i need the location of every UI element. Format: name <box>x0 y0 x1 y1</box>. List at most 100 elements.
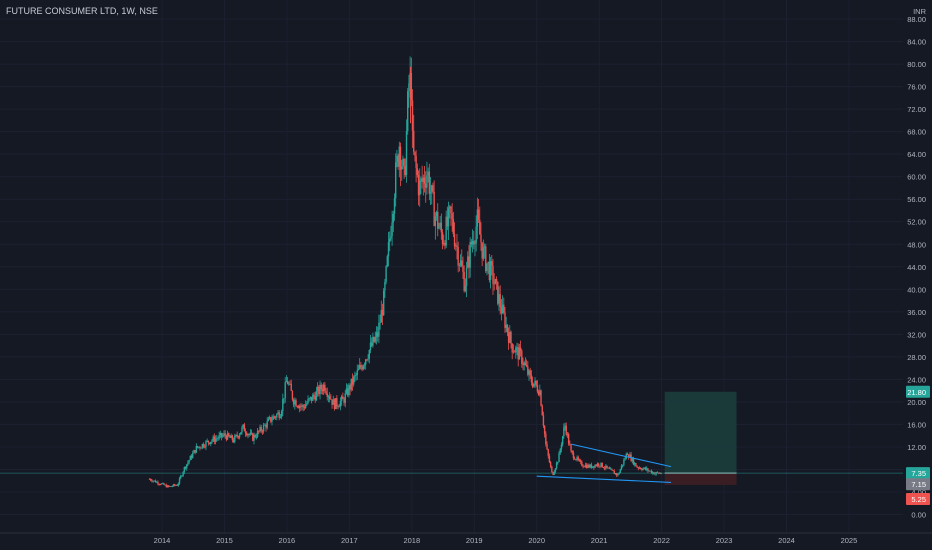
candle-body <box>282 398 284 412</box>
candle-body <box>488 261 491 281</box>
candle-body <box>228 433 230 437</box>
price-label-bg <box>906 492 930 505</box>
candle-body <box>453 233 456 247</box>
candle-body <box>516 347 518 348</box>
candle-body <box>483 246 486 248</box>
candle-body <box>361 367 363 370</box>
candle-body <box>175 485 177 487</box>
trendline-group[interactable] <box>536 443 672 483</box>
candle-body <box>154 480 157 483</box>
candle-body <box>278 412 280 418</box>
candle-body <box>320 384 322 390</box>
candle-body <box>151 480 153 482</box>
candle-body <box>374 337 376 342</box>
candle-body <box>652 472 654 474</box>
candle-body <box>451 213 453 220</box>
long-position-tool[interactable] <box>664 391 737 485</box>
candle-body <box>523 362 525 365</box>
candle-body <box>546 444 548 450</box>
candle-body <box>431 185 433 192</box>
candle-body <box>272 416 274 420</box>
stop-zone <box>664 473 737 485</box>
candle-body <box>437 211 439 229</box>
candle-body <box>542 415 545 426</box>
candle-body <box>579 460 582 462</box>
candle-body <box>224 433 226 436</box>
candle-body <box>473 241 475 245</box>
candle-body <box>396 155 398 163</box>
time-axis[interactable]: 2014 2015 2016 2017 2018 2019 2020 2021 2022 2023… <box>0 532 932 550</box>
candle-body <box>607 467 609 469</box>
candle-body <box>540 390 542 406</box>
candle-body <box>525 364 528 367</box>
candle-body <box>260 427 262 431</box>
year-tick-label: 2019 <box>466 536 483 545</box>
candle-body <box>213 436 216 442</box>
candle-body <box>321 389 324 392</box>
candle-body <box>204 446 206 448</box>
candle-body <box>648 470 650 472</box>
candle-body <box>288 383 290 385</box>
candle-body <box>534 380 536 384</box>
candle-body <box>328 396 331 399</box>
candle-body <box>198 446 200 448</box>
candle-body <box>338 406 340 408</box>
candle-body <box>332 399 334 405</box>
candle-body <box>284 382 286 399</box>
candle-body <box>642 468 644 470</box>
candle-body <box>326 393 328 397</box>
candle-body <box>319 384 321 395</box>
price-label: 7.35 <box>911 469 926 478</box>
candle-body <box>463 272 465 292</box>
candle-body <box>415 155 417 169</box>
price-axis[interactable]: 0.004.008.0012.0016.0020.0024.0028.0032.… <box>903 0 932 550</box>
candle-body <box>470 242 473 245</box>
candle-body <box>603 468 606 469</box>
candle-body <box>504 312 506 328</box>
candle-body <box>611 468 613 471</box>
candle-body <box>277 412 279 415</box>
candle-body <box>255 436 258 438</box>
candle-body <box>591 466 594 468</box>
candle-body <box>404 165 407 175</box>
candle-body <box>593 466 595 468</box>
candle-body <box>379 322 381 324</box>
candle-body <box>481 242 483 259</box>
candle-body <box>467 256 469 268</box>
candle-body <box>485 246 487 272</box>
candle-body <box>390 236 392 239</box>
year-tick-label: 2020 <box>528 536 545 545</box>
candle-body <box>475 226 477 244</box>
candle-body <box>291 390 294 400</box>
candle-body <box>246 433 248 436</box>
candle-body <box>212 436 214 441</box>
candle-body <box>382 290 385 316</box>
candle-body <box>223 433 225 436</box>
candle-body <box>301 405 303 407</box>
candle-body <box>599 465 601 467</box>
candle-body <box>626 453 629 456</box>
time-axis-bg <box>0 533 932 550</box>
price-label-bg <box>906 467 930 480</box>
candle-body <box>308 398 310 400</box>
candle-body <box>414 151 416 156</box>
candle-body <box>160 483 163 485</box>
candle-body <box>312 394 314 401</box>
candle-body <box>181 475 183 477</box>
candle-body <box>643 467 646 469</box>
candle-body <box>395 162 397 199</box>
candle-body <box>528 370 530 375</box>
candle-body <box>262 425 265 432</box>
candle-body <box>205 441 207 447</box>
title-separator-2: , <box>134 6 140 16</box>
candle-body <box>557 462 559 463</box>
candle-body <box>560 444 563 450</box>
candle-body <box>193 450 195 454</box>
candle-body <box>455 245 457 247</box>
candle-body <box>232 440 235 442</box>
price-tick-label: 52.00 <box>907 218 926 227</box>
candle-body <box>501 304 504 314</box>
candle-body <box>439 222 441 227</box>
candle-body <box>422 177 425 182</box>
